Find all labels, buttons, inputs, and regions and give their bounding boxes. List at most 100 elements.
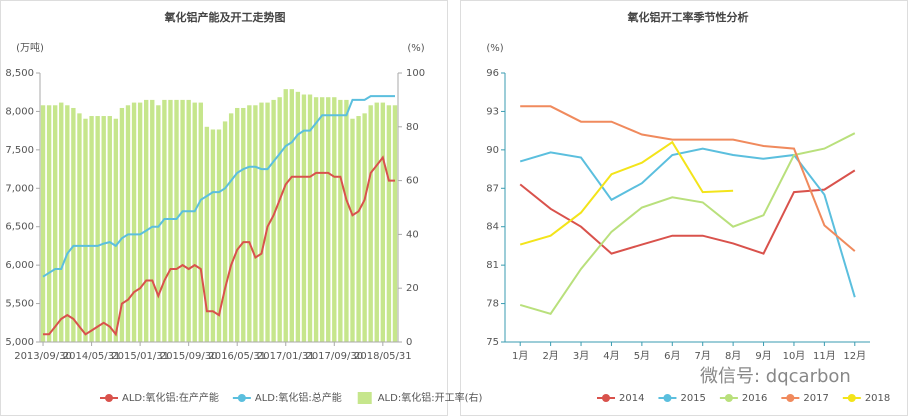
y2-tick-label: 20: [406, 283, 419, 294]
bar: [137, 102, 143, 342]
x-tick-label: 5月: [634, 350, 650, 362]
x-tick-label: 8月: [725, 350, 741, 362]
bar: [253, 105, 258, 342]
x-tick-label: 9月: [755, 350, 771, 362]
bar: [107, 116, 112, 342]
y-tick-label: 7,500: [5, 145, 34, 156]
x-tick-label: 7月: [695, 350, 711, 362]
y-tick-label: 8,000: [5, 106, 34, 117]
x-tick-label: 2013/09/30: [14, 351, 72, 362]
bar: [283, 89, 288, 342]
legend-label: 2015: [680, 393, 705, 404]
legend-label: 2014: [619, 393, 644, 404]
y-tick-label: 81: [486, 260, 499, 271]
legend-dot: [105, 394, 113, 402]
bar: [162, 99, 167, 343]
line-series: [520, 105, 856, 252]
bar: [131, 102, 137, 342]
bar: [386, 105, 392, 342]
y2-tick-label: 60: [406, 176, 419, 187]
y2-axis-label: (%): [407, 43, 424, 54]
bar: [192, 102, 197, 342]
bar: [247, 105, 252, 342]
y2-tick-label: 80: [406, 122, 419, 133]
bar: [338, 99, 343, 343]
x-tick-label: 2014/05/31: [63, 351, 121, 362]
y-tick-label: 84: [486, 222, 499, 233]
chart-title: 氧化铝开工率季节性分析: [627, 10, 749, 24]
bar: [289, 89, 294, 342]
bar: [392, 105, 398, 342]
line-series: [519, 147, 856, 298]
bar: [319, 97, 325, 343]
y2-tick-label: 100: [406, 68, 425, 79]
legend-dot: [786, 394, 795, 402]
bar: [65, 105, 70, 342]
y-axis-label: (万吨): [16, 41, 44, 54]
bar: [46, 105, 52, 342]
bar: [71, 107, 76, 342]
legend-label: ALD:氧化铝:开工率(右): [378, 391, 483, 404]
legend-dot: [663, 394, 672, 402]
bar: [210, 129, 216, 342]
legend-label: 2017: [803, 393, 828, 404]
x-tick-label: 2月: [542, 350, 558, 362]
legend-dot: [847, 394, 856, 402]
bar: [277, 97, 282, 343]
bar: [101, 116, 106, 342]
y-axis-label: (%): [486, 43, 503, 54]
x-tick-label: 12月: [843, 350, 866, 362]
legend-dot: [724, 394, 733, 402]
bar: [204, 126, 210, 342]
bar: [313, 97, 319, 343]
bar: [332, 97, 337, 343]
bar: [326, 97, 331, 343]
x-tick-label: 6月: [664, 350, 680, 362]
y-tick-label: 6,000: [5, 260, 34, 271]
bar: [307, 94, 313, 343]
line-series: [519, 169, 856, 255]
bar: [125, 105, 131, 342]
y-tick-label: 96: [486, 68, 499, 79]
bar: [271, 99, 276, 343]
chart-title: 氧化铝产能及开工走势图: [164, 10, 286, 24]
y-tick-label: 8,500: [5, 68, 34, 79]
bar: [265, 102, 270, 342]
legend-label: 2018: [865, 393, 890, 404]
bar: [301, 94, 307, 343]
bar: [52, 105, 58, 342]
y2-tick-label: 40: [406, 229, 419, 240]
watermark: 微信号: dqcarbon: [700, 366, 851, 387]
x-tick-label: 2015/09/30: [160, 351, 218, 362]
line-series: [519, 140, 734, 246]
line-series: [43, 155, 395, 337]
bar: [295, 91, 301, 342]
bar: [368, 105, 373, 342]
bar: [40, 105, 46, 342]
legend-dot: [602, 394, 610, 402]
legend-swatch: [357, 392, 372, 404]
bar: [362, 113, 367, 342]
bar: [344, 99, 349, 343]
bar: [374, 102, 379, 342]
bar: [89, 116, 94, 342]
y-tick-label: 90: [486, 145, 499, 156]
x-tick-label: 2015/01/31: [111, 351, 169, 362]
bar: [150, 99, 155, 343]
bar: [59, 102, 64, 342]
y-tick-label: 75: [486, 337, 499, 348]
x-tick-label: 10月: [783, 350, 806, 362]
bar: [235, 107, 240, 342]
bar: [144, 99, 149, 343]
x-tick-label: 4月: [603, 350, 619, 362]
line-series: [42, 95, 395, 278]
bar: [168, 99, 173, 343]
x-tick-label: 2017/01/31: [257, 351, 315, 362]
legend-label: ALD:氧化铝:总产能: [255, 391, 342, 404]
bar: [113, 118, 119, 342]
bar: [186, 99, 191, 343]
y2-tick-label: 0: [406, 337, 412, 348]
y-tick-label: 78: [486, 299, 499, 310]
bar: [119, 107, 125, 342]
